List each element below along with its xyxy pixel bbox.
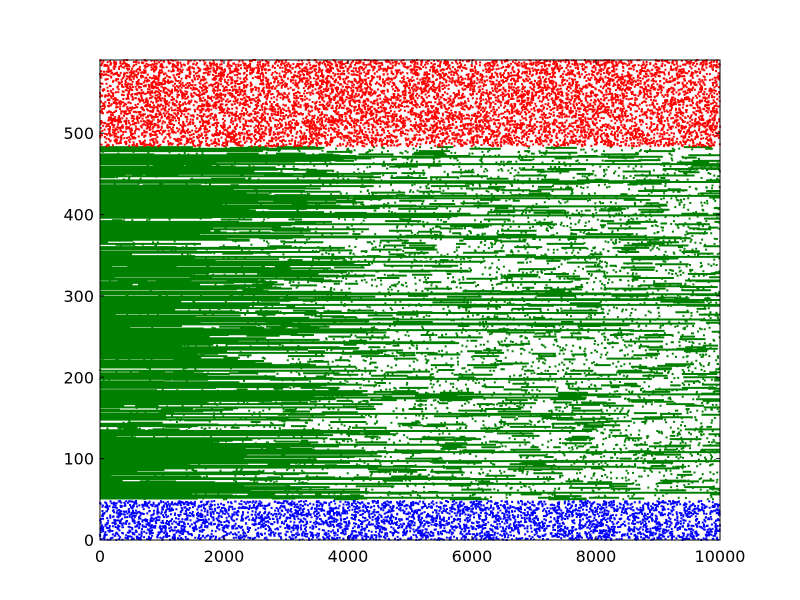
x-tick-label: 2000 <box>204 547 245 566</box>
y-tick-label: 500 <box>63 124 94 143</box>
x-tick-label: 6000 <box>452 547 493 566</box>
data-points <box>99 59 721 541</box>
y-tick-label: 200 <box>63 368 94 387</box>
series-red-points <box>99 59 721 148</box>
y-axis-ticks: 0 100 200 300 400 500 <box>63 124 720 550</box>
x-tick-label: 4000 <box>328 547 369 566</box>
y-tick-label: 100 <box>63 450 94 469</box>
y-tick-label: 300 <box>63 287 94 306</box>
series-green-points <box>99 146 721 501</box>
x-tick-label: 0 <box>95 547 105 566</box>
x-tick-label: 10000 <box>695 547 746 566</box>
y-tick-label: 0 <box>84 531 94 550</box>
x-axis-ticks: 0 2000 4000 6000 8000 10000 <box>95 60 746 566</box>
x-tick-label: 8000 <box>576 547 617 566</box>
y-tick-label: 400 <box>63 206 94 225</box>
series-blue-points <box>99 499 721 541</box>
plot-frame <box>99 59 721 541</box>
